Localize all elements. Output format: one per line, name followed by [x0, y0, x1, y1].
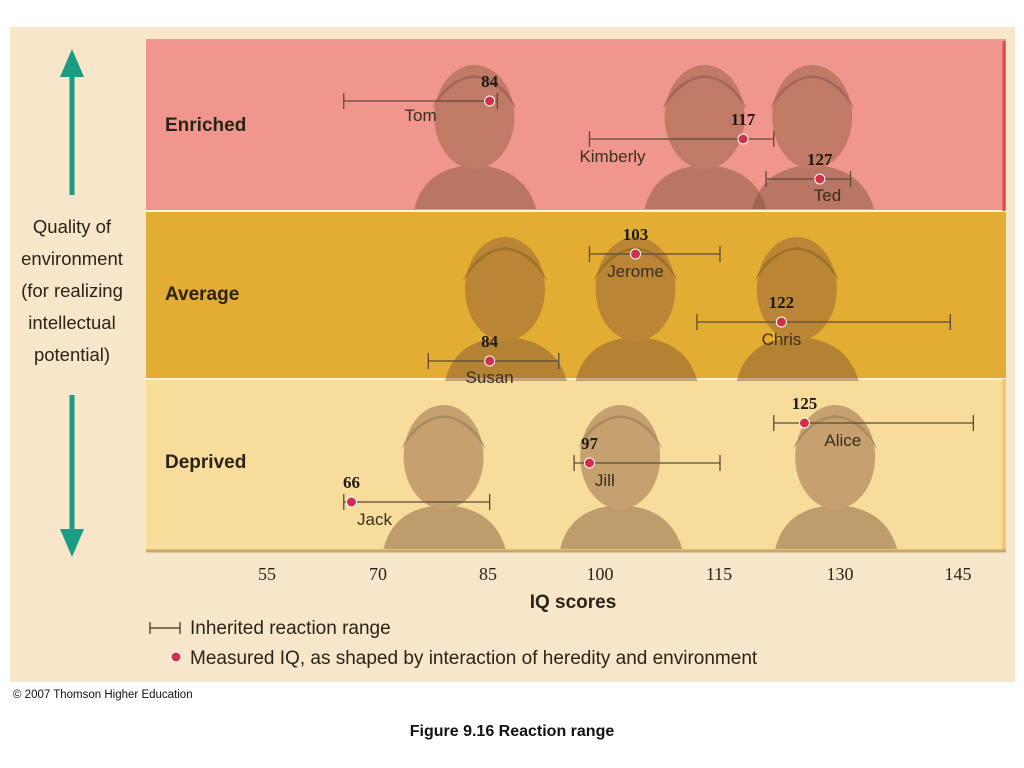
reaction-range-tom: 84 Tom: [343, 72, 499, 125]
range-legend-icon: [149, 622, 181, 634]
quality-line: Quality of: [33, 216, 112, 237]
person-silhouette: [445, 237, 568, 381]
reaction-range-chris: 122 Chris: [696, 293, 951, 349]
measured-iq-point: [814, 173, 826, 185]
iq-axis-ticks: 55 70 85 100 115 130 145: [258, 564, 972, 584]
quality-line: potential): [34, 344, 110, 365]
person-silhouette: [575, 237, 698, 381]
band-label-deprived: Deprived: [165, 452, 246, 473]
band-enriched-bg: [146, 39, 1006, 211]
measured-iq-value: 66: [343, 473, 360, 492]
person-name: Chris: [762, 330, 802, 349]
reaction-range-ted: 127 Ted: [765, 150, 852, 205]
reaction-range-marks: 84 Tom 117 Kimberly 127 Ted 103 Jerome 122 Chris 8…: [343, 72, 975, 529]
quality-line: environment: [21, 248, 123, 269]
measured-iq-value: 117: [731, 110, 756, 129]
measured-iq-value: 122: [769, 293, 795, 312]
measured-iq-value: 103: [623, 225, 649, 244]
tick-label: 100: [587, 564, 614, 584]
person-name: Kimberly: [579, 147, 646, 166]
tick-label: 70: [369, 564, 387, 584]
copyright-notice: © 2007 Thomson Higher Education: [13, 689, 193, 701]
reaction-range-jerome: 103 Jerome: [588, 225, 721, 281]
legend-range-label: Inherited reaction range: [190, 618, 391, 639]
arrow-down-icon: [60, 395, 84, 557]
figure-caption: Figure 9.16 Reaction range: [409, 723, 615, 740]
quality-of-environment-label: Quality of environment (for realizing in…: [21, 216, 123, 365]
person-name: Jack: [357, 510, 392, 529]
measured-iq-point: [630, 248, 642, 260]
reaction-range-figure: Enriched Average Deprived Quality of env…: [10, 27, 1015, 682]
person-name: Alice: [824, 431, 861, 450]
measured-iq-point: [583, 457, 595, 469]
measured-iq-point: [798, 417, 810, 429]
arrow-up-icon: [60, 49, 84, 195]
x-axis-title: IQ scores: [530, 592, 617, 613]
tick-label: 55: [258, 564, 276, 584]
measured-iq-point: [737, 133, 749, 145]
person-silhouette: [414, 65, 537, 209]
tick-label: 145: [945, 564, 972, 584]
tick-label: 85: [479, 564, 497, 584]
reaction-range-alice: 125 Alice: [773, 394, 975, 450]
legend: Inherited reaction range Measured IQ, as…: [149, 618, 758, 669]
person-name: Ted: [814, 186, 841, 205]
person-name: Susan: [466, 368, 514, 387]
legend-point-label: Measured IQ, as shaped by interaction of…: [190, 648, 758, 669]
reaction-range-susan: 84 Susan: [427, 332, 560, 387]
measured-iq-value: 84: [481, 72, 499, 91]
person-silhouette: [752, 65, 875, 209]
measured-iq-value: 84: [481, 332, 499, 351]
measured-iq-point: [775, 316, 787, 328]
person-silhouette: [560, 405, 683, 549]
reaction-range-jack: 66 Jack: [343, 473, 491, 529]
measured-iq-point: [345, 496, 357, 508]
band-label-enriched: Enriched: [165, 115, 246, 136]
measured-iq-value: 97: [581, 434, 599, 453]
person-name: Jerome: [607, 262, 664, 281]
reaction-range-kimberly: 117 Kimberly: [579, 110, 775, 166]
measured-iq-value: 127: [807, 150, 833, 169]
tick-label: 115: [706, 564, 732, 584]
measured-iq-point: [484, 95, 496, 107]
reaction-range-jill: 97 Jill: [573, 434, 721, 490]
measured-iq-value: 125: [792, 394, 818, 413]
person-silhouette: [644, 65, 767, 209]
person-silhouette: [736, 237, 859, 381]
band-label-average: Average: [165, 284, 239, 305]
quality-line: (for realizing: [21, 280, 123, 301]
person-name: Tom: [404, 106, 436, 125]
person-silhouette: [383, 405, 506, 549]
measured-iq-point: [484, 355, 496, 367]
band-deprived-bg: [146, 379, 1006, 551]
band-average-bg: [146, 211, 1006, 379]
person-name: Jill: [595, 471, 615, 490]
tick-label: 130: [827, 564, 854, 584]
point-legend-icon: [170, 651, 182, 663]
quality-line: intellectual: [28, 312, 115, 333]
